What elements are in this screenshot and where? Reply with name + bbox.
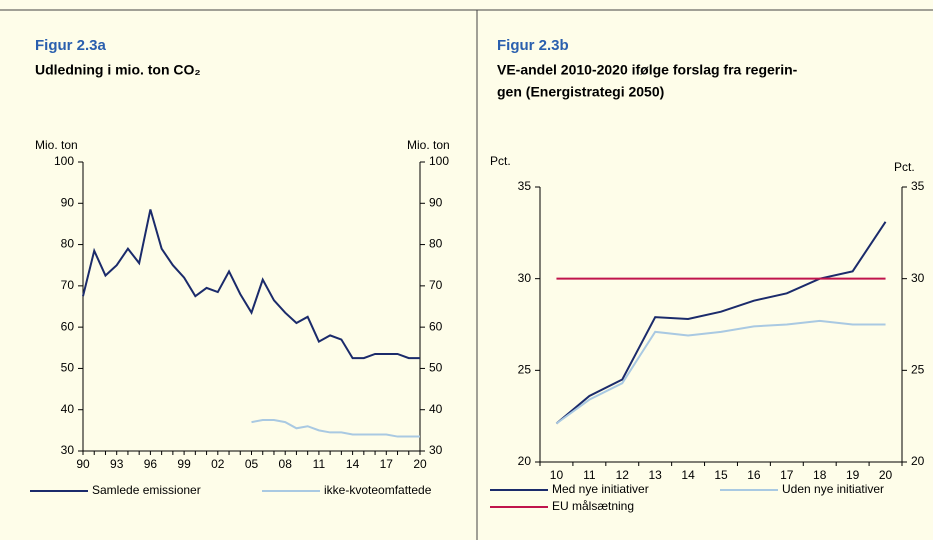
x-tick-label: 12 bbox=[616, 468, 630, 482]
legend-label: Samlede emissioner bbox=[92, 483, 201, 497]
y2-tick-label: 25 bbox=[911, 363, 925, 377]
x-tick-label: 05 bbox=[245, 457, 259, 471]
y-tick-label: 30 bbox=[61, 443, 75, 457]
x-tick-label: 17 bbox=[380, 457, 394, 471]
x-tick-label: 14 bbox=[681, 468, 695, 482]
y-tick-label: 25 bbox=[518, 363, 532, 377]
x-tick-label: 93 bbox=[110, 457, 124, 471]
x-tick-label: 18 bbox=[813, 468, 827, 482]
chart-subtitle: VE-andel 2010-2020 ifølge forslag fra re… bbox=[497, 62, 798, 78]
y2-axis-label: Pct. bbox=[894, 160, 915, 174]
y2-tick-label: 90 bbox=[429, 195, 443, 209]
y2-axis-label: Mio. ton bbox=[407, 138, 450, 152]
x-tick-label: 16 bbox=[747, 468, 761, 482]
x-tick-label: 19 bbox=[846, 468, 860, 482]
y2-tick-label: 80 bbox=[429, 237, 443, 251]
y-tick-label: 20 bbox=[518, 454, 532, 468]
y2-tick-label: 70 bbox=[429, 278, 443, 292]
chart-subtitle: gen (Energistrategi 2050) bbox=[497, 84, 664, 100]
y-tick-label: 40 bbox=[61, 402, 75, 416]
series-line bbox=[555, 319, 886, 425]
x-tick-label: 11 bbox=[313, 457, 326, 471]
x-tick-label: 17 bbox=[780, 468, 794, 482]
x-tick-label: 13 bbox=[649, 468, 663, 482]
y-tick-label: 30 bbox=[518, 271, 532, 285]
y2-tick-label: 50 bbox=[429, 361, 443, 375]
x-tick-label: 11 bbox=[583, 468, 596, 482]
x-tick-label: 14 bbox=[346, 457, 360, 471]
y-tick-label: 60 bbox=[61, 319, 75, 333]
y-tick-label: 70 bbox=[61, 278, 75, 292]
series-line bbox=[555, 221, 887, 425]
legend-label: ikke-kvoteomfattede bbox=[324, 483, 432, 497]
x-tick-label: 20 bbox=[879, 468, 893, 482]
y-tick-label: 90 bbox=[61, 195, 75, 209]
y-tick-label: 100 bbox=[54, 154, 74, 168]
y-tick-label: 50 bbox=[61, 361, 75, 375]
y2-tick-label: 100 bbox=[429, 154, 449, 168]
x-tick-label: 10 bbox=[550, 468, 564, 482]
chart-subtitle: Udledning i mio. ton CO₂ bbox=[35, 62, 201, 78]
x-tick-label: 20 bbox=[413, 457, 427, 471]
y-axis-label: Pct. bbox=[490, 154, 511, 168]
x-tick-label: 90 bbox=[76, 457, 90, 471]
y2-tick-label: 35 bbox=[911, 179, 925, 193]
chart-title: Figur 2.3a bbox=[35, 37, 107, 54]
x-tick-label: 96 bbox=[144, 457, 158, 471]
y2-tick-label: 40 bbox=[429, 402, 443, 416]
x-tick-label: 08 bbox=[279, 457, 293, 471]
y-axis-label: Mio. ton bbox=[35, 138, 78, 152]
y2-tick-label: 30 bbox=[429, 443, 443, 457]
y-tick-label: 80 bbox=[61, 237, 75, 251]
y2-tick-label: 60 bbox=[429, 319, 443, 333]
y2-tick-label: 30 bbox=[911, 271, 925, 285]
legend-label: Med nye initiativer bbox=[552, 482, 649, 496]
y-tick-label: 35 bbox=[518, 179, 532, 193]
chart-title: Figur 2.3b bbox=[497, 37, 569, 54]
x-tick-label: 15 bbox=[714, 468, 728, 482]
legend-label: EU målsætning bbox=[552, 499, 634, 513]
x-tick-label: 02 bbox=[211, 457, 225, 471]
legend-label: Uden nye initiativer bbox=[782, 482, 884, 496]
series-line bbox=[82, 209, 420, 360]
x-tick-label: 99 bbox=[177, 457, 191, 471]
series-line bbox=[251, 419, 420, 438]
y2-tick-label: 20 bbox=[911, 454, 925, 468]
